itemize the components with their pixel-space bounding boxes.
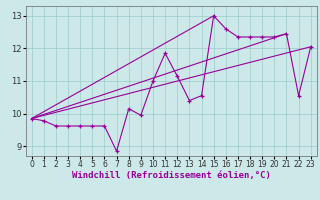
X-axis label: Windchill (Refroidissement éolien,°C): Windchill (Refroidissement éolien,°C) [72, 171, 271, 180]
